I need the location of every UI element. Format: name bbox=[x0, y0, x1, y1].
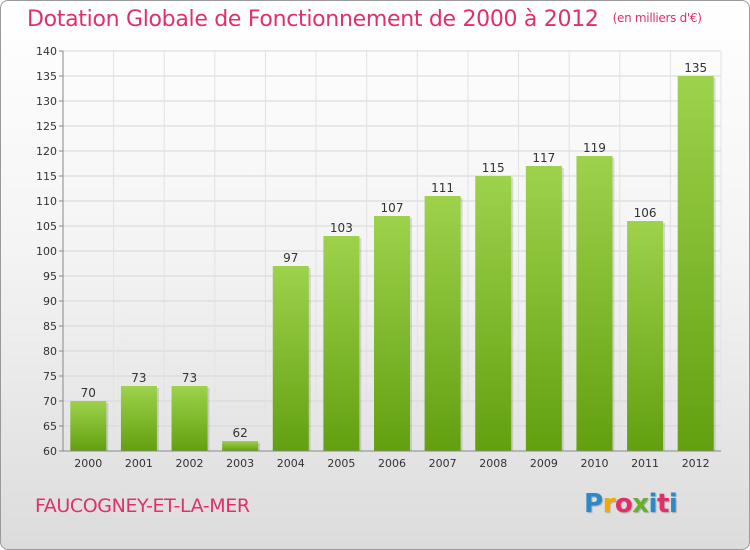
bar-2008[interactable] bbox=[475, 176, 512, 451]
x-tick-label: 2011 bbox=[631, 457, 659, 470]
logo-letter: x bbox=[632, 489, 649, 519]
x-tick-label: 2001 bbox=[125, 457, 153, 470]
x-tick-label: 2004 bbox=[277, 457, 305, 470]
value-label: 135 bbox=[684, 61, 707, 75]
proxiti-logo[interactable]: Proxiti bbox=[584, 489, 678, 519]
value-label: 70 bbox=[81, 386, 96, 400]
chart-subtitle: (en milliers d'€) bbox=[612, 11, 702, 25]
y-tick-label: 100 bbox=[36, 245, 57, 258]
y-tick-label: 75 bbox=[43, 370, 57, 383]
x-tick-label: 2000 bbox=[74, 457, 102, 470]
bar-2000[interactable] bbox=[70, 401, 107, 451]
logo-letter: r bbox=[602, 489, 616, 519]
y-tick-label: 115 bbox=[36, 170, 57, 183]
y-tick-label: 90 bbox=[43, 295, 57, 308]
value-label: 97 bbox=[283, 251, 298, 265]
commune-name: FAUCOGNEY-ET-LA-MER bbox=[35, 495, 250, 517]
value-label: 62 bbox=[233, 426, 248, 440]
value-label: 106 bbox=[634, 206, 657, 220]
x-tick-label: 2008 bbox=[479, 457, 507, 470]
x-tick-label: 2012 bbox=[682, 457, 710, 470]
value-label: 73 bbox=[182, 371, 197, 385]
bar-2005[interactable] bbox=[323, 236, 360, 451]
bar-2002[interactable] bbox=[171, 386, 208, 451]
bar-2001[interactable] bbox=[120, 386, 157, 451]
y-tick-label: 125 bbox=[36, 120, 57, 133]
y-tick-label: 110 bbox=[36, 195, 57, 208]
y-tick-label: 85 bbox=[43, 320, 57, 333]
x-tick-label: 2003 bbox=[226, 457, 254, 470]
chart-title: Dotation Globale de Fonctionnement de 20… bbox=[27, 7, 702, 32]
bar-2003[interactable] bbox=[222, 441, 259, 451]
axes: 60 65 70 75 80 85 90 95 100 105 110 115 120 125 130 135… bbox=[36, 45, 721, 470]
logo-letter: P bbox=[584, 489, 603, 519]
y-tick-label: 60 bbox=[43, 445, 57, 458]
value-label: 103 bbox=[330, 221, 353, 235]
bar-2009[interactable] bbox=[525, 166, 562, 451]
y-tick-label: 140 bbox=[36, 45, 57, 58]
y-tick-label: 80 bbox=[43, 345, 57, 358]
bar-2006[interactable] bbox=[374, 216, 410, 451]
value-label: 119 bbox=[583, 141, 606, 155]
value-label: 73 bbox=[131, 371, 146, 385]
value-label: 115 bbox=[482, 161, 505, 175]
value-label: 117 bbox=[532, 151, 555, 165]
y-tick-label: 120 bbox=[36, 145, 57, 158]
bar-2007[interactable] bbox=[424, 196, 461, 451]
logo-letter: i bbox=[648, 489, 658, 519]
value-label: 111 bbox=[431, 181, 454, 195]
y-tick-label: 70 bbox=[43, 395, 57, 408]
y-tick-label: 130 bbox=[36, 95, 57, 108]
x-tick-label: 2010 bbox=[580, 457, 608, 470]
bar-2010[interactable] bbox=[576, 156, 613, 451]
chart-title-text: Dotation Globale de Fonctionnement de 20… bbox=[27, 7, 599, 32]
y-tick-label: 95 bbox=[43, 270, 57, 283]
y-tick-label: 65 bbox=[43, 420, 57, 433]
bar-2012[interactable] bbox=[677, 76, 714, 451]
logo-letter: i bbox=[668, 489, 678, 519]
x-tick-label: 2002 bbox=[176, 457, 204, 470]
y-tick-label: 105 bbox=[36, 220, 57, 233]
bar-2011[interactable] bbox=[627, 221, 664, 451]
bars: 70 73 73 62 97 103 107 111 115 117 119 106 135 bbox=[70, 61, 716, 451]
x-tick-label: 2007 bbox=[429, 457, 457, 470]
value-label: 107 bbox=[381, 201, 404, 215]
bar-2004[interactable] bbox=[272, 266, 309, 451]
y-tick-label: 135 bbox=[36, 70, 57, 83]
logo-letter: o bbox=[614, 489, 633, 519]
x-tick-label: 2006 bbox=[378, 457, 406, 470]
x-tick-label: 2009 bbox=[530, 457, 558, 470]
logo-letter: t bbox=[656, 489, 669, 519]
x-tick-label: 2005 bbox=[327, 457, 355, 470]
